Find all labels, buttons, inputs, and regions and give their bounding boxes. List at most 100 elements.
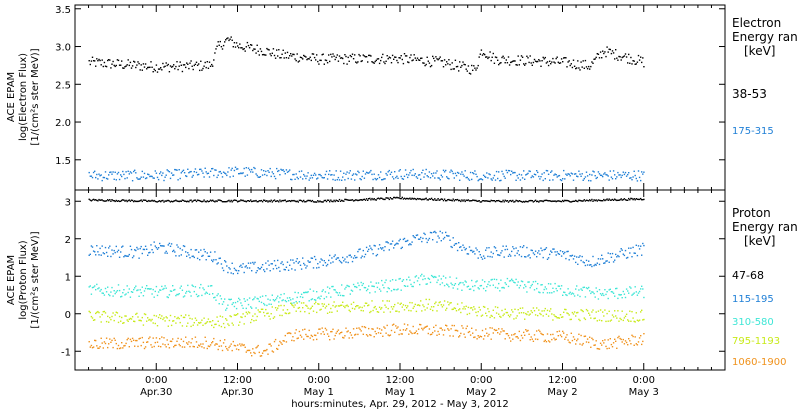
electron-data-point <box>95 65 97 67</box>
proton-data-point <box>252 299 254 301</box>
proton-data-point <box>246 313 249 315</box>
proton-data-point <box>514 333 516 335</box>
electron-data-point <box>426 56 428 58</box>
electron-data-point <box>460 66 462 68</box>
proton-data-point <box>393 323 395 325</box>
proton-data-point <box>577 294 579 296</box>
proton-data-point <box>205 201 207 203</box>
proton-data-point <box>276 309 278 311</box>
proton-data-point <box>635 198 637 200</box>
electron-data-point <box>500 62 502 64</box>
proton-data-point <box>580 309 582 311</box>
proton-data-point <box>533 310 536 312</box>
proton-data-point <box>329 287 331 290</box>
electron-data-point <box>410 169 412 172</box>
proton-data-point <box>203 199 205 201</box>
electron-data-point <box>272 48 275 50</box>
proton-data-point <box>149 251 151 254</box>
proton-data-point <box>382 300 384 302</box>
proton-data-point <box>513 248 515 250</box>
proton-data-point <box>380 290 382 292</box>
electron-data-point <box>211 168 213 170</box>
proton-data-point <box>109 245 111 247</box>
proton-data-point <box>322 201 324 203</box>
proton-data-point <box>211 342 213 344</box>
proton-data-point <box>442 199 445 202</box>
proton-data-point <box>637 292 640 294</box>
electron-data-point <box>226 37 228 40</box>
proton-data-point <box>512 246 514 248</box>
electron-data-point <box>580 175 582 177</box>
proton-data-point <box>627 199 629 201</box>
proton-data-point <box>603 342 605 344</box>
proton-data-point <box>302 296 304 299</box>
electron-data-point <box>397 61 399 64</box>
proton-data-point <box>310 307 312 309</box>
proton-data-point <box>461 289 463 291</box>
proton-data-point <box>593 199 595 201</box>
proton-data-point <box>555 200 557 203</box>
proton-data-point <box>502 314 504 317</box>
proton-data-point <box>385 332 387 334</box>
proton-data-point <box>116 200 119 202</box>
electron-data-point <box>139 178 141 180</box>
electron-data-point <box>232 175 234 177</box>
electron-data-point <box>101 59 103 61</box>
proton-data-point <box>139 337 141 339</box>
proton-data-point <box>491 278 493 281</box>
proton-data-point <box>464 336 466 338</box>
proton-data-point <box>572 258 575 260</box>
proton-data-point <box>97 251 99 253</box>
proton-data-point <box>270 303 272 305</box>
proton-data-point <box>579 319 581 322</box>
electron-data-point <box>389 173 392 175</box>
electron-data-point <box>638 176 641 179</box>
electron-data-point <box>413 54 415 56</box>
electron-data-point <box>542 179 544 182</box>
proton-series-795-1193 <box>88 298 645 329</box>
proton-data-point <box>585 308 588 311</box>
proton-data-point <box>599 258 602 260</box>
proton-data-point <box>227 349 229 351</box>
electron-data-point <box>381 179 383 181</box>
proton-data-point <box>506 277 509 280</box>
proton-data-point <box>319 309 321 311</box>
proton-data-point <box>374 305 376 308</box>
proton-data-point <box>388 198 390 201</box>
proton-data-point <box>324 327 327 330</box>
proton-data-point <box>339 332 342 334</box>
proton-data-point <box>332 261 334 263</box>
electron-data-point <box>446 176 448 178</box>
proton-data-point <box>213 337 215 340</box>
proton-data-point <box>226 319 228 321</box>
proton-data-point <box>323 303 325 305</box>
proton-data-point <box>533 200 536 202</box>
proton-data-point <box>568 200 570 202</box>
proton-data-point <box>140 344 142 347</box>
proton-data-point <box>380 247 382 249</box>
electron-data-point <box>209 65 212 67</box>
proton-data-point <box>524 318 526 320</box>
proton-data-point <box>247 349 250 352</box>
electron-data-point <box>154 170 156 172</box>
proton-data-point <box>539 200 541 202</box>
electron-series-175-315 <box>88 166 645 182</box>
proton-data-point <box>411 302 413 304</box>
proton-data-point <box>140 292 142 294</box>
electron-data-point <box>471 64 473 67</box>
electron-data-point <box>199 69 201 72</box>
proton-data-point <box>579 199 581 202</box>
electron-data-point <box>495 56 498 59</box>
proton-data-point <box>445 309 447 311</box>
proton-data-point <box>220 298 223 300</box>
proton-data-point <box>322 264 324 266</box>
proton-data-point <box>114 200 116 203</box>
proton-data-point <box>551 313 553 315</box>
proton-data-point <box>232 302 234 304</box>
proton-data-point <box>277 348 279 350</box>
electron-data-point <box>336 179 338 181</box>
proton-data-point <box>263 269 265 271</box>
proton-data-point <box>136 312 138 315</box>
proton-data-point <box>472 332 474 334</box>
